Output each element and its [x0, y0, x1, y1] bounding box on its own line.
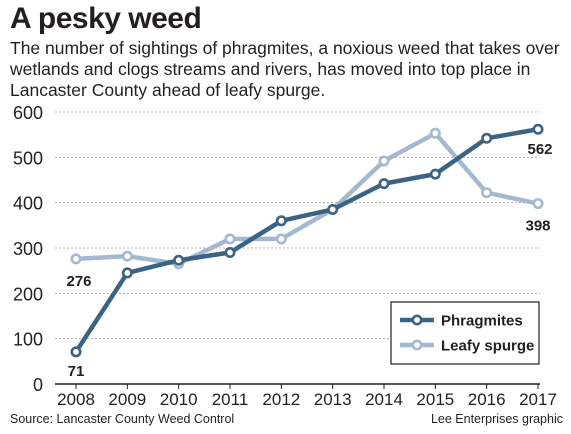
tick-labels: 0 100 200 300 400 500 600 2008 2009 2010 2011 2012 2… [13, 103, 557, 409]
legend-swatch-marker-phragmites [411, 314, 423, 326]
x-tick-label-2012: 2012 [262, 390, 300, 409]
data-point-leafy-spurge-2017 [532, 198, 544, 210]
data-point-leafy-spurge-2008 [70, 253, 82, 265]
axes [55, 383, 540, 389]
data-point-phragmites-2009 [121, 267, 133, 279]
x-tick-label-2016: 2016 [468, 390, 506, 409]
data-label-phragmites-2008: 71 [68, 363, 85, 380]
chart-subtitle: The number of sightings of phragmites, a… [10, 38, 560, 100]
y-tick-label-400: 400 [13, 194, 43, 214]
data-label-leafy-spurge-2017: 398 [525, 218, 550, 235]
y-tick-label-0: 0 [33, 375, 43, 395]
legend-label-phragmites: Phragmites [441, 313, 523, 330]
y-tick-label-100: 100 [13, 330, 43, 350]
legend-label-leafy-spurge: Leafy spurge [441, 338, 534, 355]
series-line-leafy-spurge [73, 131, 541, 267]
series-lines [70, 123, 544, 358]
data-point-phragmites-2015 [429, 168, 441, 180]
data-point-leafy-spurge-2011 [224, 233, 236, 245]
data-point-leafy-spurge-2012 [275, 233, 287, 245]
data-point-leafy-spurge-2014 [378, 155, 390, 167]
graphic-credit: Lee Enterprises graphic [430, 412, 563, 426]
y-tick-label-200: 200 [13, 284, 43, 304]
data-point-phragmites-2011 [224, 247, 236, 259]
x-tick-label-2017: 2017 [519, 390, 557, 409]
data-point-leafy-spurge-2015 [429, 127, 441, 139]
data-point-phragmites-2017 [532, 123, 544, 135]
data-point-phragmites-2014 [378, 178, 390, 190]
x-tick-label-2014: 2014 [365, 390, 403, 409]
data-point-phragmites-2012 [275, 215, 287, 227]
data-point-phragmites-2008 [70, 346, 82, 358]
data-label-phragmites-2017: 562 [527, 141, 552, 158]
x-tick-label-2010: 2010 [160, 390, 198, 409]
x-tick-label-2015: 2015 [416, 390, 454, 409]
legend: Phragmites Leafy spurge [390, 301, 540, 365]
chart-title: A pesky weed [10, 2, 202, 35]
legend-swatch-marker-leafy-spurge [411, 339, 423, 351]
series-line-phragmites [73, 126, 541, 355]
x-tick-label-2009: 2009 [108, 390, 146, 409]
data-labels: 71 276 562 398 [66, 141, 552, 380]
data-point-phragmites-2016 [481, 132, 493, 144]
y-tick-label-600: 600 [13, 103, 43, 123]
data-point-phragmites-2010 [173, 254, 185, 266]
data-point-leafy-spurge-2016 [481, 187, 493, 199]
legend-box [390, 301, 540, 365]
x-tick-label-2008: 2008 [57, 390, 95, 409]
data-label-leafy-spurge-2008: 276 [66, 273, 91, 290]
x-tick-label-2011: 2011 [212, 390, 249, 409]
source-note: Source: Lancaster County Weed Control [10, 412, 235, 426]
x-tick-label-2013: 2013 [314, 390, 352, 409]
y-tick-label-500: 500 [13, 148, 43, 168]
data-point-phragmites-2013 [327, 203, 339, 215]
data-point-leafy-spurge-2009 [121, 250, 133, 262]
y-tick-label-300: 300 [13, 239, 43, 259]
